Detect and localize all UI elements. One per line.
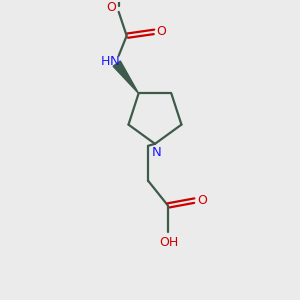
Polygon shape xyxy=(113,61,139,94)
Text: OH: OH xyxy=(159,236,178,249)
Text: H: H xyxy=(101,55,110,68)
Text: N: N xyxy=(152,146,162,159)
Text: N: N xyxy=(110,55,120,68)
Text: O: O xyxy=(197,194,207,207)
Text: O: O xyxy=(157,25,166,38)
Text: O: O xyxy=(106,2,116,14)
